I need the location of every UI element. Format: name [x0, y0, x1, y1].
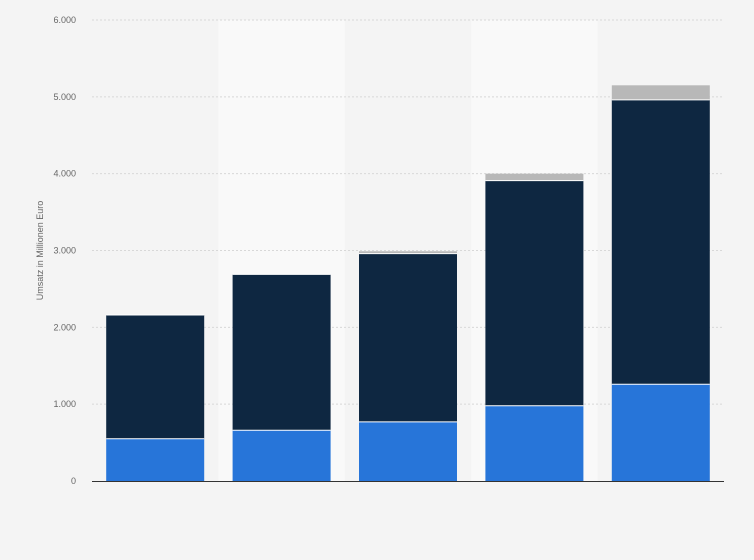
bar-segment [485, 180, 584, 406]
y-tick-label: 3.000 [53, 246, 76, 256]
y-tick-label: 1.000 [53, 399, 76, 409]
bar-segment [611, 384, 710, 481]
bar-segment [611, 85, 710, 100]
bar-segment [485, 173, 584, 181]
bar-segment [106, 438, 205, 481]
bar-stack-2 [359, 251, 457, 481]
bar-segment [611, 99, 710, 385]
bar-segment [232, 430, 331, 481]
y-axis-title: Umsatz in Millionen Euro [35, 201, 45, 301]
y-tick-label: 6.000 [53, 15, 76, 25]
bar-segment [232, 274, 331, 431]
bar-segment [485, 405, 584, 481]
bar-stack-4 [611, 85, 710, 481]
bar-segment [359, 251, 457, 254]
bar-segment [359, 421, 457, 481]
y-tick-label: 0 [71, 476, 76, 486]
bar-stack-1 [232, 273, 331, 481]
y-tick-label: 2.000 [53, 322, 76, 332]
y-axis-tick-labels: 0 1.000 2.000 3.000 4.000 5.000 6.000 [53, 15, 76, 486]
bars [106, 85, 710, 481]
bar-segment [106, 315, 205, 439]
bar-stack-3 [485, 173, 584, 481]
bar-segment [359, 253, 457, 422]
y-tick-label: 5.000 [53, 92, 76, 102]
y-tick-label: 4.000 [53, 169, 76, 179]
bar-stack-0 [106, 314, 205, 481]
